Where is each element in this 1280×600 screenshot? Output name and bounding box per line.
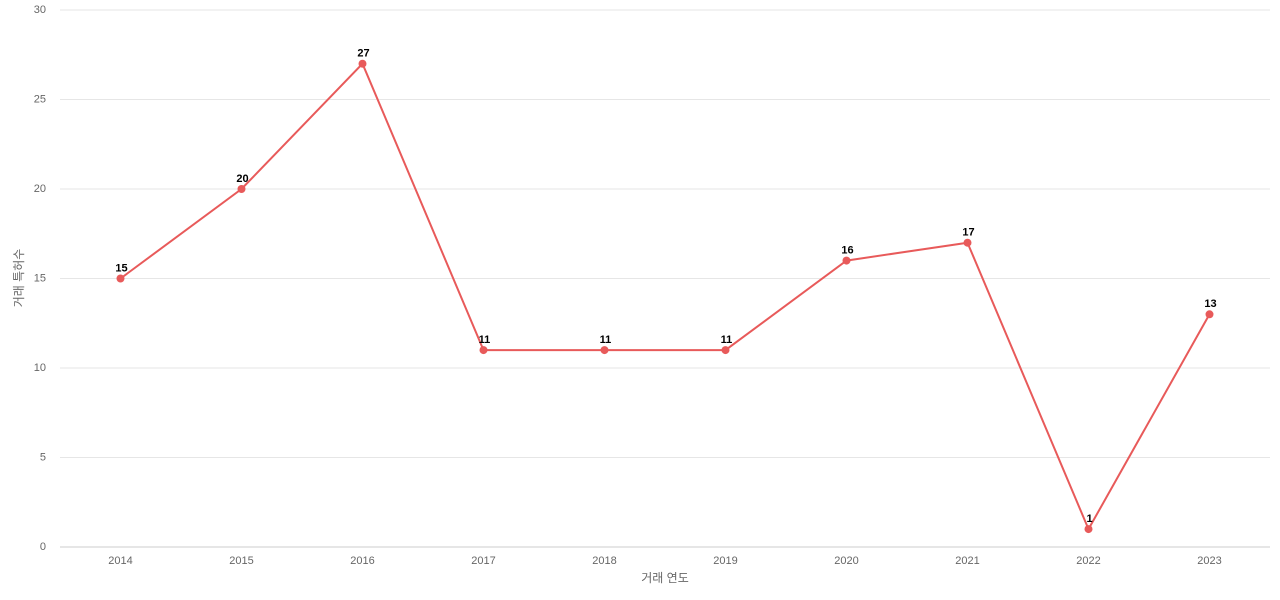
data-label: 17 (962, 227, 974, 239)
point (1084, 525, 1093, 534)
point (479, 346, 488, 355)
data-label: 27 (357, 48, 369, 60)
data-label: 13 (1204, 298, 1216, 310)
data-label: 20 (236, 173, 248, 185)
y-tick-label: 5 (40, 451, 46, 463)
point (237, 185, 246, 193)
point (600, 346, 609, 355)
point (842, 256, 851, 265)
x-tick-label: 2018 (592, 555, 616, 567)
x-axis-title: 거래 연도 (641, 571, 689, 585)
y-tick-label: 15 (34, 272, 46, 284)
data-label: 11 (721, 334, 733, 346)
data-label: 1 (1086, 513, 1092, 525)
x-tick-label: 2021 (955, 555, 979, 567)
point (963, 238, 972, 247)
point (1205, 310, 1214, 319)
x-tick-label: 2016 (350, 555, 374, 567)
x-tick-label: 2022 (1076, 555, 1100, 567)
x-tick-label: 2015 (229, 555, 253, 567)
x-tick-label: 2023 (1197, 555, 1221, 567)
y-axis-title: 거래 특허수 (12, 249, 26, 308)
x-tick-label: 2019 (713, 555, 737, 567)
x-tick-label: 2017 (471, 555, 495, 567)
x-tick-label: 2014 (108, 555, 132, 567)
y-tick-label: 25 (34, 93, 46, 105)
point (358, 59, 367, 68)
y-tick-label: 20 (34, 183, 46, 195)
data-label: 16 (841, 245, 853, 257)
data-label: 11 (479, 334, 491, 346)
y-tick-label: 10 (34, 362, 46, 374)
x-tick-label: 2020 (834, 555, 858, 567)
y-tick-label: 0 (40, 541, 46, 553)
line (119, 61, 1211, 532)
y-tick-label: 30 (34, 4, 46, 16)
point (721, 346, 730, 355)
point (116, 274, 125, 283)
data-label: 11 (600, 334, 612, 346)
data-label: 15 (115, 262, 127, 274)
